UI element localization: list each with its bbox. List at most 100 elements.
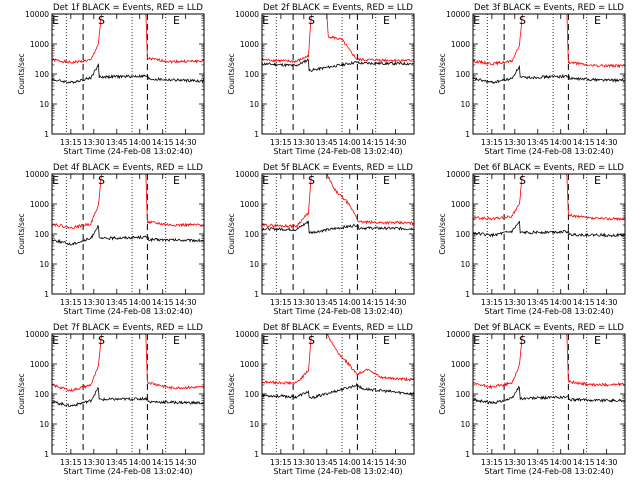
y-tick-label: 100 bbox=[456, 230, 471, 239]
x-tick-label: 13:30 bbox=[504, 298, 526, 307]
plot-frame bbox=[472, 13, 626, 135]
marker-e-end: E bbox=[173, 334, 180, 347]
x-tick-label: 13:15 bbox=[481, 298, 503, 307]
y-tick-label: 1 bbox=[465, 290, 470, 299]
y-tick-label: 1 bbox=[254, 450, 259, 459]
y-tick-label: 10 bbox=[249, 260, 259, 269]
y-axis-label: Counts/sec bbox=[227, 53, 236, 94]
x-tick-label: 14:00 bbox=[339, 298, 361, 307]
y-axis-label: Counts/sec bbox=[17, 53, 26, 94]
panel-title: Det 7f BLACK = Events, RED = LLD bbox=[53, 323, 203, 333]
plot-frame bbox=[472, 333, 626, 455]
x-tick-label: 14:00 bbox=[129, 138, 151, 147]
x-tick-label: 14:15 bbox=[573, 298, 595, 307]
panel-title: Det 9f BLACK = Events, RED = LLD bbox=[474, 323, 624, 333]
marker-s: S bbox=[98, 14, 105, 27]
marker-e-end: E bbox=[594, 174, 601, 187]
y-tick-label: 1000 bbox=[30, 40, 49, 49]
marker-e-start: E bbox=[262, 14, 269, 27]
y-tick-label: 10 bbox=[249, 420, 259, 429]
x-tick-label: 14:00 bbox=[550, 458, 572, 467]
lld-series-red bbox=[52, 334, 204, 392]
x-tick-label: 13:45 bbox=[106, 138, 128, 147]
x-tick-label: 14:30 bbox=[596, 138, 618, 147]
x-tick-label: 13:30 bbox=[83, 138, 105, 147]
x-tick-label: 14:15 bbox=[152, 298, 174, 307]
y-tick-label: 100 bbox=[35, 390, 50, 399]
y-tick-label: 100 bbox=[456, 70, 471, 79]
marker-e-end: E bbox=[173, 174, 180, 187]
x-tick-label: 13:45 bbox=[527, 138, 549, 147]
x-axis-label: Start Time (24-Feb-08 13:02:40) bbox=[63, 467, 192, 476]
y-tick-label: 10000 bbox=[446, 330, 470, 339]
x-tick-label: 14:30 bbox=[175, 458, 197, 467]
marker-e-start: E bbox=[52, 14, 59, 27]
y-axis-label: Counts/sec bbox=[438, 213, 447, 254]
x-tick-label: 14:15 bbox=[152, 458, 174, 467]
y-tick-label: 100 bbox=[245, 230, 260, 239]
y-tick-label: 1000 bbox=[30, 200, 49, 209]
y-tick-label: 10000 bbox=[25, 330, 49, 339]
x-tick-label: 13:45 bbox=[316, 458, 338, 467]
marker-s: S bbox=[308, 334, 315, 347]
y-tick-label: 100 bbox=[35, 230, 50, 239]
x-axis-label: Start Time (24-Feb-08 13:02:40) bbox=[63, 147, 192, 156]
y-tick-label: 1000 bbox=[240, 40, 259, 49]
lld-series-red bbox=[262, 174, 414, 229]
events-series-black bbox=[52, 63, 204, 84]
x-axis-label: Start Time (24-Feb-08 13:02:40) bbox=[484, 467, 613, 476]
panel-title: Det 6f BLACK = Events, RED = LLD bbox=[474, 163, 624, 173]
y-tick-label: 100 bbox=[456, 390, 471, 399]
y-tick-label: 10000 bbox=[235, 10, 259, 19]
x-tick-label: 14:30 bbox=[385, 458, 407, 467]
y-tick-label: 10000 bbox=[446, 10, 470, 19]
x-tick-label: 13:15 bbox=[481, 138, 503, 147]
lld-series-red bbox=[473, 334, 625, 390]
x-tick-label: 13:15 bbox=[270, 458, 292, 467]
events-series-black bbox=[473, 220, 625, 238]
y-axis-label: Counts/sec bbox=[17, 373, 26, 414]
y-tick-label: 1 bbox=[465, 450, 470, 459]
panel-title: Det 5f BLACK = Events, RED = LLD bbox=[263, 163, 413, 173]
panel-title: Det 2f BLACK = Events, RED = LLD bbox=[263, 3, 413, 13]
y-tick-label: 100 bbox=[245, 70, 260, 79]
x-tick-label: 13:45 bbox=[106, 458, 128, 467]
y-tick-label: 1000 bbox=[451, 200, 470, 209]
x-tick-label: 14:00 bbox=[550, 138, 572, 147]
x-tick-label: 14:15 bbox=[573, 458, 595, 467]
marker-s: S bbox=[98, 334, 105, 347]
y-axis-label: Counts/sec bbox=[17, 213, 26, 254]
x-tick-label: 13:30 bbox=[293, 458, 315, 467]
y-tick-label: 1 bbox=[44, 290, 49, 299]
marker-s: S bbox=[519, 174, 526, 187]
y-tick-label: 1000 bbox=[451, 360, 470, 369]
x-tick-label: 14:30 bbox=[175, 138, 197, 147]
x-tick-label: 14:00 bbox=[129, 298, 151, 307]
x-tick-label: 13:15 bbox=[60, 298, 82, 307]
x-axis-label: Start Time (24-Feb-08 13:02:40) bbox=[63, 307, 192, 316]
x-tick-label: 14:00 bbox=[129, 458, 151, 467]
marker-s: S bbox=[98, 174, 105, 187]
marker-s: S bbox=[308, 174, 315, 187]
y-tick-label: 10000 bbox=[25, 10, 49, 19]
lld-series-red bbox=[473, 174, 625, 222]
marker-s: S bbox=[308, 14, 315, 27]
y-tick-label: 1 bbox=[465, 130, 470, 139]
y-tick-label: 10000 bbox=[25, 170, 49, 179]
y-tick-label: 10 bbox=[460, 100, 470, 109]
x-tick-label: 14:15 bbox=[362, 298, 384, 307]
panel-title: Det 3f BLACK = Events, RED = LLD bbox=[474, 3, 624, 13]
marker-e-start: E bbox=[473, 14, 480, 27]
marker-e-end: E bbox=[383, 14, 390, 27]
x-tick-label: 13:45 bbox=[316, 298, 338, 307]
x-tick-label: 14:15 bbox=[362, 458, 384, 467]
x-tick-label: 13:15 bbox=[481, 458, 503, 467]
x-axis-label: Start Time (24-Feb-08 13:02:40) bbox=[273, 307, 402, 316]
marker-s: S bbox=[519, 14, 526, 27]
events-series-black bbox=[262, 382, 414, 400]
y-tick-label: 1000 bbox=[240, 360, 259, 369]
y-tick-label: 100 bbox=[35, 70, 50, 79]
events-series-black bbox=[262, 58, 414, 73]
